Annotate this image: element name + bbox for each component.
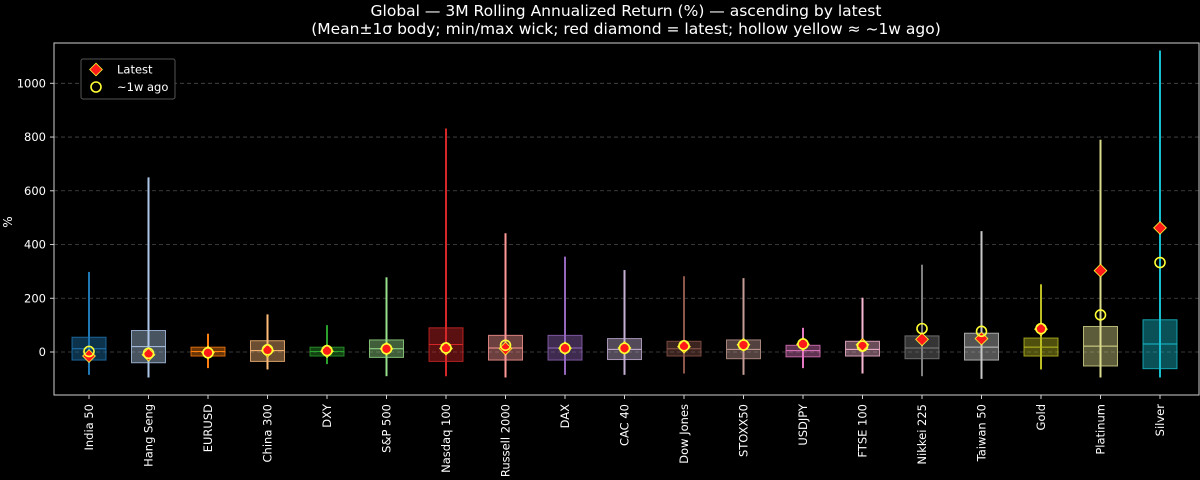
y-tick-label: 800 [24,130,46,144]
plot-frame [53,42,1200,396]
week-ago-marker [737,339,750,351]
series-platinum [1083,139,1118,378]
series-usdjpy [785,327,821,369]
series-cac-40 [607,270,642,375]
series-gold [1023,284,1059,370]
x-axis-ticks: India 50 Hang Seng EURUSD China 300 DXY S&P 5… [82,395,1167,477]
x-tick-label: India 50 [82,404,96,451]
x-tick-label: CAC 40 [618,404,632,446]
x-tick-label: DAX [558,404,572,429]
week-ago-marker [975,325,988,338]
week-ago-marker [499,339,512,352]
series-hang-seng [131,177,166,378]
y-tick-label: 600 [24,184,46,198]
x-tick-label: Russell 2000 [499,404,513,477]
series-stoxx50 [726,278,761,375]
latest-marker [498,341,513,356]
series-dxy [309,325,345,365]
x-tick-label: Dow Jones [677,404,691,464]
legend-week-ago-marker [90,81,102,93]
week-ago-marker [142,347,155,360]
series-china-300 [250,314,285,370]
legend-latest-label: Latest [117,63,153,77]
chart-title: Global — 3M Rolling Annualized Return (%… [371,2,882,20]
x-tick-label: Platinum [1094,404,1108,455]
week-ago-marker [83,345,95,358]
plot-marks [71,50,1178,379]
week-ago-marker [202,347,214,359]
x-tick-label: Nasdaq 100 [439,404,453,473]
series-ftse-100 [845,297,880,374]
y-tick-label: 400 [24,238,46,252]
legend: Latest ~1w ago [80,58,176,100]
week-ago-marker [440,342,452,354]
latest-marker [1093,263,1108,278]
series-silver [1142,50,1178,378]
x-tick-label: USDJPY [796,403,810,446]
week-ago-marker [380,342,393,355]
legend-week-ago-label: ~1w ago [117,80,168,94]
latest-marker [1153,220,1167,235]
x-tick-label: China 300 [261,404,275,462]
week-ago-marker [1094,309,1107,321]
series-dow-jones [666,276,702,374]
x-tick-label: Nikkei 225 [915,404,929,465]
series-russell-2000 [488,233,523,378]
week-ago-marker [797,338,809,350]
x-tick-label: FTSE 100 [856,404,870,458]
y-tick-label: 0 [39,345,46,359]
chart-subtitle: (Mean±1σ body; min/max wick; red diamond… [311,20,941,38]
series-nasdaq-100 [428,128,464,377]
x-tick-label: S&P 500 [380,404,394,453]
week-ago-marker [1154,256,1166,269]
y-tick-label: 200 [24,291,46,305]
week-ago-marker [321,344,333,357]
grid-lines [54,82,1199,353]
y-axis-ticks: 0 200 400 600 800 1000 [17,76,54,359]
x-tick-label: Hang Seng [142,404,156,467]
week-ago-marker [916,322,928,335]
series-eurusd [190,333,226,369]
week-ago-marker [678,340,690,352]
series-india-50 [71,271,107,375]
x-tick-label: DXY [320,403,334,428]
series-dax [547,256,583,375]
week-ago-marker [618,342,631,355]
x-tick-label: EURUSD [201,404,215,452]
y-tick-label: 1000 [17,76,46,90]
x-tick-label: STOXX50 [737,404,751,457]
series-taiwan-50 [964,231,999,379]
series-nikkei-225 [904,264,940,377]
legend-latest-marker [89,62,103,77]
week-ago-marker [856,340,869,352]
y-axis-label: % [1,216,15,227]
series-s-p-500 [369,277,404,377]
week-ago-marker [559,342,571,355]
latest-marker [915,332,929,347]
x-tick-label: Taiwan 50 [975,404,989,462]
legend-box [80,58,176,100]
week-ago-marker [261,344,274,356]
x-tick-label: Silver [1153,404,1167,437]
x-tick-label: Gold [1034,404,1048,430]
week-ago-marker [1035,322,1047,335]
